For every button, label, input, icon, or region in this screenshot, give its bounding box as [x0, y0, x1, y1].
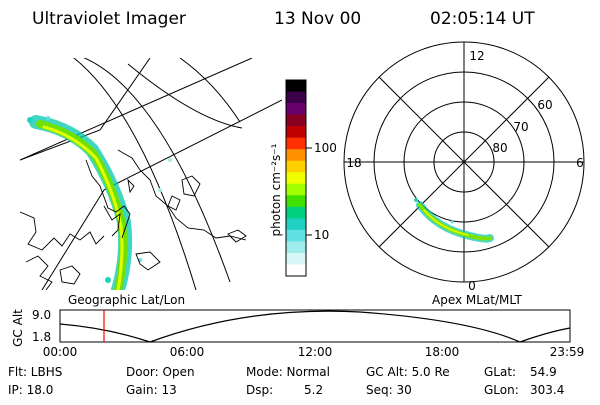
gc-alt-info: GC Alt: 5.0 Re — [366, 365, 450, 379]
glon-label: GLon: — [484, 383, 519, 397]
colorbar-cell — [286, 218, 306, 231]
seq-info: Seq: 30 — [366, 383, 412, 397]
colorbar-tick-label: 10 — [314, 228, 329, 242]
polar-diagonal — [378, 76, 550, 248]
glat-value: 54.9 — [530, 365, 557, 379]
ip-info: IP: 18.0 — [8, 383, 53, 397]
orbit-timeline: 9.0 1.8 GC Alt 00:00 06:00 12:00 18:00 2… — [11, 308, 584, 359]
timeline-y-tick: 9.0 — [32, 308, 51, 322]
dsp-value: 5.2 — [304, 383, 323, 397]
latitude-arc — [72, 58, 197, 290]
geographic-map-panel: Geographic Lat/Lon — [20, 58, 282, 307]
colorbar-cell — [286, 183, 306, 196]
polar-plot-panel: 12 18 6 0 60 70 80 Apex MLat/MLT — [343, 41, 585, 307]
mlt-label-6: 6 — [576, 156, 584, 170]
door-info: Door: Open — [126, 365, 195, 379]
colorbar-unit-label: photon cm⁻²s⁻¹ — [269, 143, 283, 236]
colorbar-cell — [286, 241, 306, 254]
polar-coordinate-label: Apex MLat/MLT — [432, 293, 522, 307]
colorbar-cell — [286, 206, 306, 219]
instrument-info: Flt: LBHS IP: 18.0 Door: Open Gain: 13 M… — [8, 365, 564, 397]
date-label: 13 Nov 00 — [274, 9, 361, 29]
colorbar-cell — [286, 91, 306, 104]
timeline-x-tick: 12:00 — [298, 345, 333, 359]
glat-label: GLat: — [484, 365, 516, 379]
colorbar-cell — [286, 149, 306, 162]
colorbar-frame — [285, 79, 307, 277]
timeline-y-tick: 1.8 — [32, 330, 51, 344]
mlat-label-80: 80 — [492, 141, 507, 155]
colorbar-cell — [286, 126, 306, 139]
mlat-label-60: 60 — [537, 98, 552, 112]
colorbar-cell — [286, 172, 306, 185]
coastline — [20, 149, 247, 290]
altitude-curve — [59, 310, 571, 343]
timeline-x-tick: 06:00 — [170, 345, 205, 359]
time-label: 02:05:14 UT — [430, 9, 535, 29]
colorbar-cell — [286, 114, 306, 127]
timeline-frame — [59, 309, 571, 343]
mlt-label-18: 18 — [346, 156, 361, 170]
meridian-line — [20, 58, 151, 161]
timeline-x-tick: 23:59 — [550, 345, 585, 359]
timeline-y-axis-label: GC Alt — [11, 309, 25, 347]
colorbar-cell — [286, 160, 306, 173]
timeline-x-tick: 18:00 — [425, 345, 460, 359]
colorbar-cell — [286, 264, 306, 277]
mlt-label-0: 0 — [468, 279, 476, 293]
auroral-emission — [27, 115, 172, 290]
map-projection-label: Geographic Lat/Lon — [68, 293, 185, 307]
glon-value: 303.4 — [530, 383, 564, 397]
timeline-x-tick: 00:00 — [43, 345, 78, 359]
filter-info: Flt: LBHS — [8, 365, 62, 379]
meridian-line — [20, 58, 253, 161]
mlt-label-12: 12 — [469, 49, 484, 63]
colorbar-cell — [286, 137, 306, 150]
dsp-label: Dsp: — [246, 383, 273, 397]
mlat-label-70: 70 — [513, 120, 528, 134]
colorbar-cell — [286, 80, 306, 93]
colorbar-cell — [286, 103, 306, 116]
colorbar-tick-label: 100 — [314, 141, 337, 155]
gain-info: Gain: 13 — [126, 383, 177, 397]
polar-auroral-oval — [414, 198, 494, 243]
instrument-title: Ultraviolet Imager — [32, 9, 186, 29]
colorbar-cell — [286, 229, 306, 243]
colorbar-cell — [286, 195, 306, 208]
latitude-arc — [179, 58, 241, 123]
colorbar-cell — [286, 252, 306, 266]
mode-info: Mode: Normal — [246, 365, 330, 379]
latitude-arc — [83, 58, 231, 283]
meridian-line — [41, 99, 282, 290]
latitude-arc — [127, 63, 243, 129]
color-scale: 100 10 photon cm⁻²s⁻¹ — [269, 79, 337, 277]
